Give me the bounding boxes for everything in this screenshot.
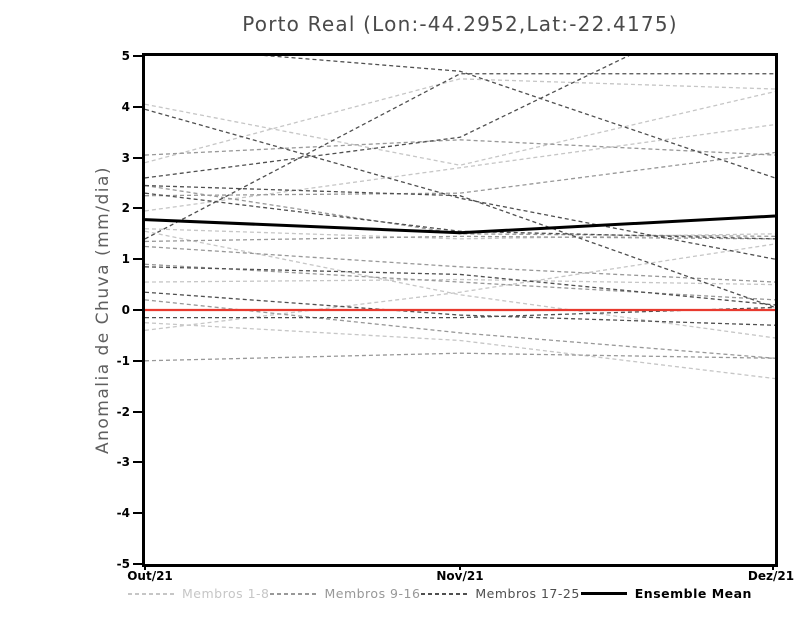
dashed-line-sample-icon: [128, 592, 174, 595]
legend-label: Membros 17-25: [475, 586, 580, 601]
x-tick-label: Out/21: [127, 569, 173, 583]
series-line-membro-23: [145, 266, 775, 306]
series-line-membro-19: [262, 56, 775, 179]
series-line-membro-24: [145, 291, 775, 326]
series-line-membro-20: [145, 184, 775, 309]
y-tick-mark: [133, 309, 142, 311]
series-line-membro-13: [145, 245, 775, 283]
series-line-membro-16: [145, 352, 775, 362]
y-tick-label: -4: [116, 506, 130, 521]
x-tick-mark: [144, 564, 146, 570]
dashed-line-sample-icon: [421, 592, 468, 595]
series-line-membro-1: [145, 90, 775, 166]
solid-line-sample-icon: [580, 592, 627, 595]
y-tick-label: 0: [121, 303, 130, 317]
y-tick-label: 5: [121, 49, 130, 63]
series-line-membro-9: [145, 139, 775, 156]
y-tick-mark: [133, 258, 142, 261]
legend-label: Membros 9-16: [324, 586, 421, 601]
y-tick-label: -3: [116, 455, 130, 470]
ensemble-line-plot: [145, 56, 775, 380]
legend-label: Membros 1-8: [182, 586, 270, 601]
plot-area: [142, 53, 778, 567]
series-line-membro-5: [145, 230, 775, 339]
y-tick-mark: [133, 55, 142, 57]
y-tick-mark: [133, 156, 142, 159]
chart-legend: Membros 1-8 Membros 9-16 Membros 17-25 Ense…: [128, 586, 752, 601]
series-line-membro-11: [145, 151, 775, 197]
legend-label: Ensemble Mean: [634, 586, 752, 601]
y-tick-mark: [133, 207, 142, 210]
y-tick-label: 4: [121, 99, 130, 114]
y-tick-label: 1: [121, 252, 130, 267]
series-line-membro-21: [145, 192, 775, 240]
y-tick-mark: [133, 512, 142, 515]
y-tick-mark: [133, 359, 142, 362]
y-tick-label: -2: [116, 404, 130, 419]
series-line-membro-17: [145, 108, 775, 260]
x-tick-mark: [772, 564, 774, 570]
series-line-membro-7: [145, 322, 775, 380]
legend-item-membros-9-16: Membros 9-16: [270, 586, 420, 601]
y-tick-label: -1: [116, 353, 130, 368]
y-tick-mark: [133, 563, 142, 565]
y-tick-mark: [133, 105, 142, 108]
series-line-membro-15: [145, 299, 775, 359]
y-tick-mark: [133, 461, 142, 464]
x-tick-label: Dez/21: [747, 569, 795, 583]
legend-item-membros-17-25: Membros 17-25: [421, 586, 579, 601]
series-line-membro-2: [145, 78, 775, 164]
series-line-membro-3: [145, 123, 775, 212]
y-tick-label: 2: [121, 201, 130, 216]
series-line-membro-14: [145, 263, 775, 301]
series-line-membro-18: [145, 73, 775, 240]
y-tick-label: -5: [116, 557, 130, 571]
y-tick-label: 3: [121, 150, 130, 165]
series-line-membro-22: [145, 56, 630, 179]
ensemble-mean-line: [145, 214, 775, 235]
x-tick-mark: [459, 564, 461, 570]
dashed-line-sample-icon: [270, 592, 317, 595]
y-tick-mark: [133, 410, 142, 413]
legend-item-membros-1-8: Membros 1-8: [128, 586, 270, 601]
x-tick-label: Nov/21: [436, 569, 484, 583]
series-line-membro-6: [145, 278, 775, 286]
series-line-membro-12: [145, 235, 775, 243]
chart-title: Porto Real (Lon:-44.2952,Lat:-22.4175): [242, 12, 678, 36]
legend-item-ensemble-mean: Ensemble Mean: [580, 586, 752, 601]
